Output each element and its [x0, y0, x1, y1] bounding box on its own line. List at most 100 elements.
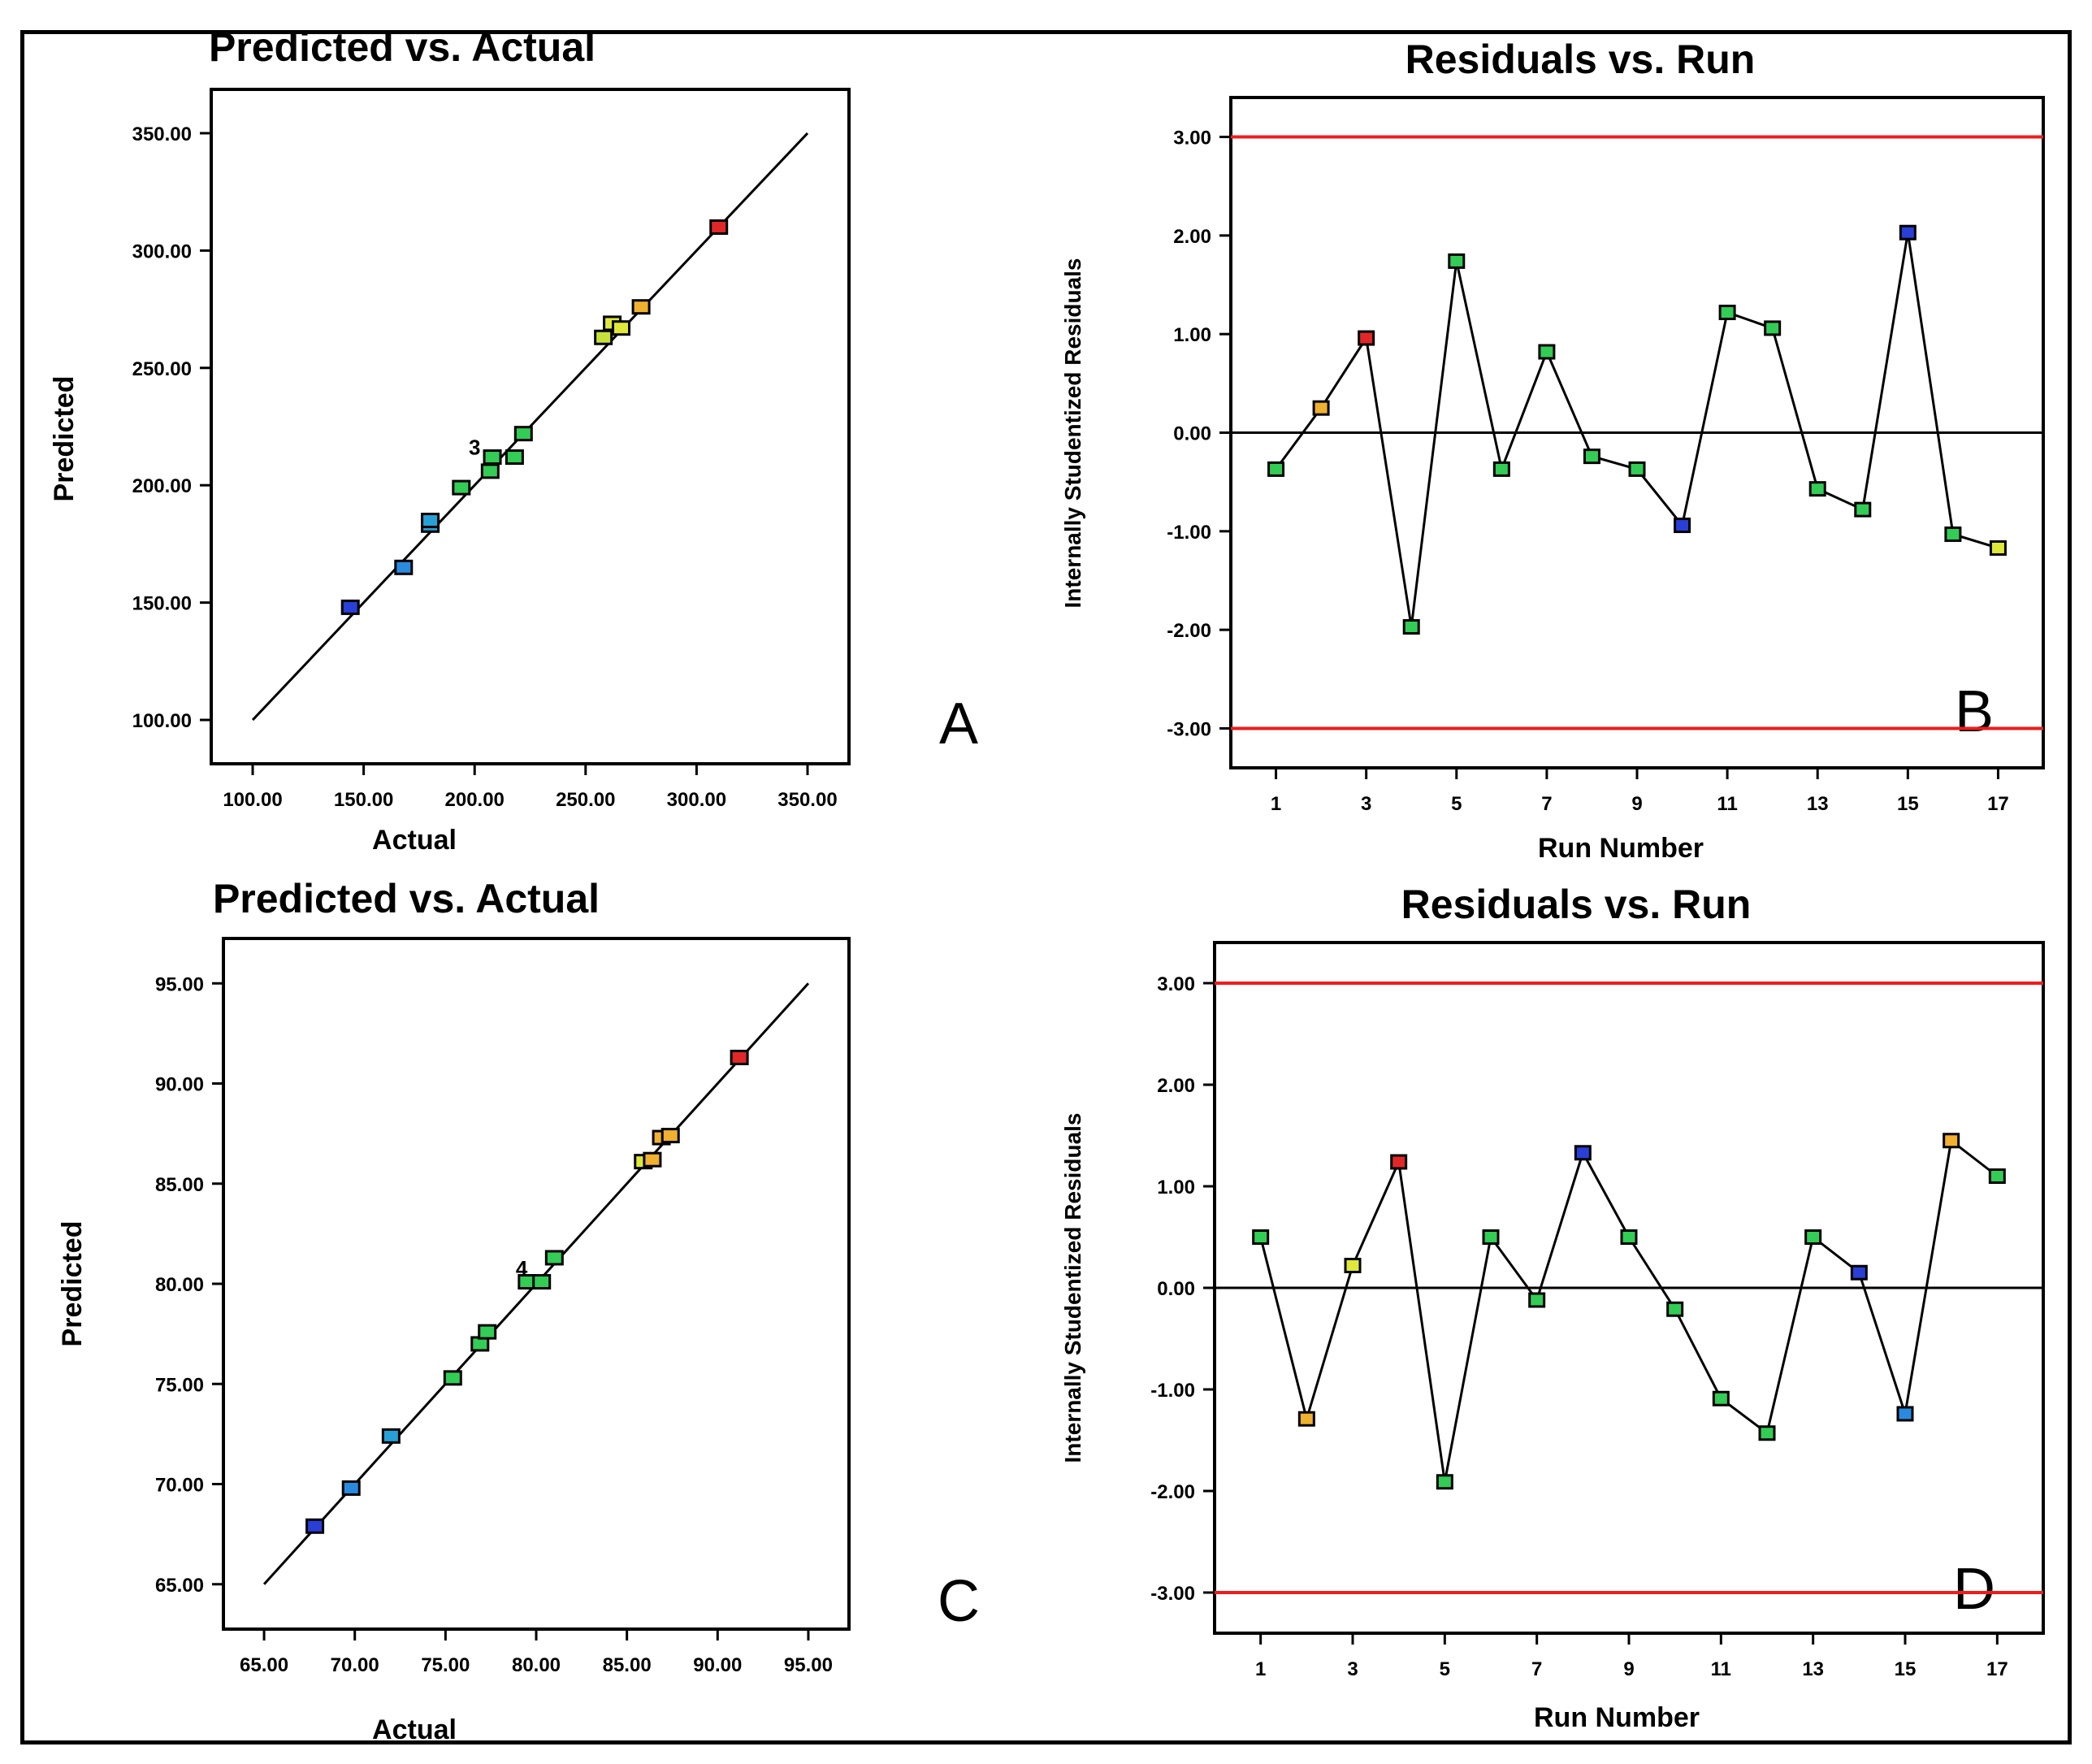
- y-tick-label-c: 85.00: [155, 1174, 204, 1196]
- data-point-c: [730, 1049, 749, 1065]
- y-tick-label-c: 95.00: [155, 973, 204, 995]
- data-point-d: [1943, 1133, 1960, 1149]
- data-point-a: [612, 320, 631, 336]
- data-point-c: [341, 1480, 361, 1496]
- data-point-a: [513, 426, 533, 442]
- x-tick-label-d: 7: [1531, 1658, 1542, 1680]
- data-point-d: [1436, 1474, 1453, 1490]
- x-tick-label-b: 15: [1897, 793, 1919, 815]
- data-point-b: [1718, 304, 1736, 320]
- x-tick-label-c: 95.00: [784, 1654, 833, 1676]
- panel-c-predicted-vs-actual: Predicted vs. Actual Actual Predicted C 65.0…: [57, 876, 980, 1745]
- data-point-d: [1804, 1229, 1822, 1245]
- data-point-d: [1252, 1229, 1270, 1245]
- x-tick-label-c: 65.00: [240, 1654, 288, 1676]
- data-point-c: [478, 1324, 497, 1340]
- data-point-d: [1482, 1229, 1500, 1245]
- data-point-b: [1854, 501, 1872, 518]
- panel-letter-c: C: [938, 1569, 980, 1634]
- y-axis-label-d: Internally Studentized Residuals: [1060, 1113, 1085, 1463]
- x-tick-label-c: 90.00: [693, 1654, 742, 1676]
- data-point-c: [544, 1250, 564, 1266]
- x-tick-label-b: 9: [1631, 793, 1642, 815]
- panel-letter-d: D: [1953, 1557, 1995, 1622]
- data-point-b: [1358, 330, 1375, 346]
- data-point-c: [643, 1151, 662, 1168]
- data-point-a: [505, 449, 524, 466]
- x-tick-label-b: 7: [1541, 793, 1552, 815]
- y-tick-label-a: 200.00: [132, 475, 192, 497]
- data-point-d: [1574, 1145, 1592, 1161]
- point-count-label-c: 4: [516, 1256, 528, 1281]
- y-tick-label-d: 0.00: [1157, 1278, 1195, 1300]
- data-point-b: [1267, 461, 1285, 477]
- chart-title-a: Predicted vs. Actual: [209, 24, 596, 70]
- x-tick-label-d: 15: [1895, 1658, 1917, 1680]
- y-tick-label-c: 70.00: [155, 1475, 204, 1497]
- y-tick-label-b: 2.00: [1173, 226, 1211, 248]
- y-axis-label-c: Predicted: [57, 1221, 88, 1347]
- data-point-b: [1899, 224, 1917, 241]
- y-tick-label-a: 300.00: [132, 241, 192, 262]
- data-point-b: [1764, 320, 1782, 336]
- x-tick-label-b: 1: [1271, 793, 1281, 815]
- y-tick-label-b: -2.00: [1167, 620, 1211, 642]
- data-point-a: [480, 463, 500, 479]
- x-axis-label-d: Run Number: [1534, 1702, 1700, 1733]
- x-tick-label-c: 75.00: [421, 1654, 470, 1676]
- data-point-b: [1312, 400, 1330, 416]
- x-axis-label-b: Run Number: [1538, 833, 1704, 864]
- data-point-b: [1808, 481, 1826, 497]
- y-tick-label-c: 90.00: [155, 1074, 204, 1096]
- data-point-d: [1344, 1258, 1362, 1273]
- data-point-a: [421, 513, 440, 529]
- y-tick-label-d: 1.00: [1157, 1177, 1195, 1198]
- panel-letter-a: A: [939, 691, 978, 756]
- data-point-b: [1583, 449, 1600, 465]
- data-point-c: [443, 1370, 462, 1386]
- x-axis-label-a: Actual: [372, 825, 457, 856]
- y-tick-label-b: -1.00: [1167, 522, 1211, 544]
- y-axis-label-a: Predicted: [49, 376, 80, 502]
- data-point-c: [305, 1518, 325, 1534]
- y-tick-label-b: -3.00: [1167, 718, 1211, 740]
- chart-title-d: Residuals vs. Run: [1401, 882, 1752, 927]
- x-tick-label-a: 150.00: [334, 789, 393, 811]
- x-tick-label-d: 3: [1347, 1658, 1358, 1680]
- x-tick-label-a: 250.00: [556, 789, 615, 811]
- x-tick-label-d: 5: [1440, 1658, 1450, 1680]
- data-point-b: [1492, 461, 1510, 477]
- y-tick-label-b: 3.00: [1173, 128, 1211, 150]
- x-tick-label-a: 200.00: [445, 789, 505, 811]
- y-tick-label-a: 100.00: [132, 710, 192, 732]
- x-tick-label-d: 13: [1802, 1658, 1824, 1680]
- x-axis-label-c: Actual: [372, 1714, 457, 1745]
- data-point-d: [1620, 1229, 1638, 1245]
- x-tick-label-c: 70.00: [331, 1654, 379, 1676]
- y-tick-label-c: 65.00: [155, 1575, 204, 1597]
- x-tick-label-b: 11: [1717, 793, 1737, 815]
- data-point-a: [483, 449, 502, 466]
- chart-title-b: Residuals vs. Run: [1405, 37, 1756, 82]
- x-tick-label-a: 100.00: [223, 789, 282, 811]
- y-tick-label-a: 350.00: [132, 124, 192, 145]
- data-point-d: [1850, 1264, 1868, 1281]
- panel-a-predicted-vs-actual: Predicted vs. Actual Actual Predicted A 100.…: [49, 24, 978, 856]
- y-tick-label-a: 250.00: [132, 358, 192, 380]
- data-point-b: [1628, 461, 1646, 477]
- data-point-c: [532, 1274, 552, 1290]
- data-point-a: [594, 329, 613, 345]
- data-point-b: [1448, 253, 1466, 269]
- y-tick-label-d: -3.00: [1150, 1583, 1195, 1605]
- panel-b-residuals-vs-run: Residuals vs. Run Run Number Internally St…: [1060, 37, 2045, 864]
- x-tick-label-a: 350.00: [777, 789, 837, 811]
- y-tick-label-c: 75.00: [155, 1374, 204, 1396]
- data-point-c: [661, 1128, 680, 1144]
- data-point-d: [1666, 1301, 1684, 1317]
- data-point-b: [1944, 526, 1962, 542]
- data-point-b: [1402, 619, 1420, 635]
- point-count-label-a: 3: [469, 436, 480, 460]
- panel-letter-b: B: [1955, 679, 1994, 744]
- data-point-b: [1674, 518, 1691, 534]
- y-tick-label-a: 150.00: [132, 593, 192, 615]
